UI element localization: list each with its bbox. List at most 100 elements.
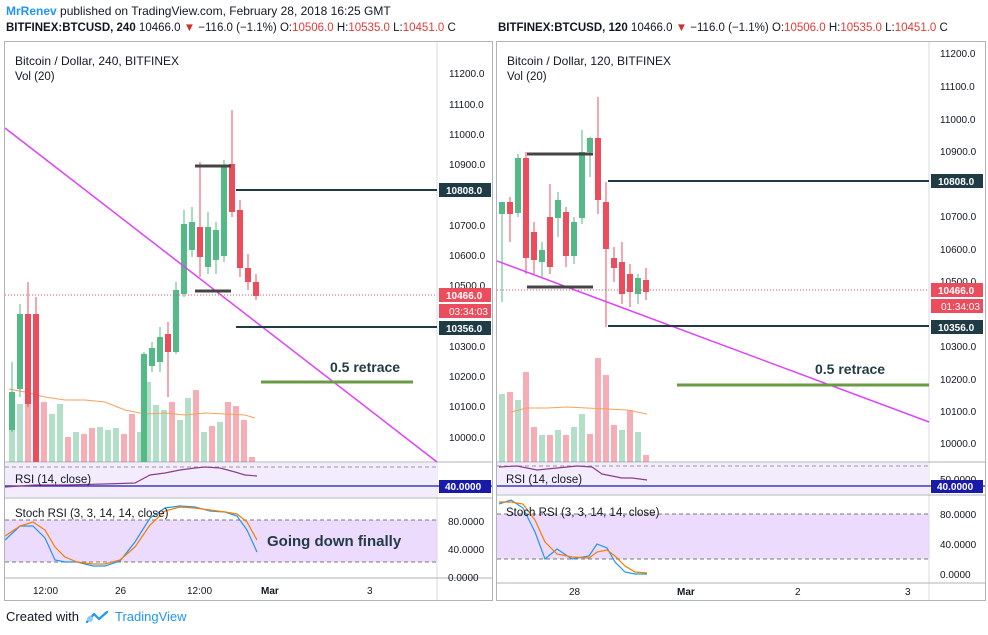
time-tick: 3 bbox=[905, 587, 911, 598]
chart-canvas[interactable]: 0.5 retrace 11200.0 11100.0 11000.0 1090… bbox=[497, 42, 985, 600]
price-label-box bbox=[439, 288, 491, 302]
ticker-last: 10466.0 bbox=[138, 22, 181, 34]
ticker-symbol: BITFINEX:BTCUSD, 240 bbox=[6, 22, 136, 34]
high-label: H: bbox=[828, 22, 841, 34]
price-label-box bbox=[931, 283, 983, 297]
stoch-axis: 80.0000 40.0000 0.0000 bbox=[940, 510, 977, 581]
time-tick: 2 bbox=[795, 587, 801, 598]
stoch-tick: 40.0000 bbox=[940, 540, 977, 551]
price-tick: 10000.0 bbox=[940, 439, 977, 450]
chart-canvas[interactable]: 0.5 retrace 11200.0 11100.0 11000.0 1090… bbox=[5, 42, 492, 600]
stoch-tick: 0.0000 bbox=[448, 573, 479, 584]
price-axis[interactable]: 11200.0 11100.0 11000.0 10900.0 10700.0 … bbox=[940, 49, 977, 450]
time-axis[interactable]: 12:00 26 12:00 Mar 3 bbox=[33, 586, 373, 597]
author-link[interactable]: MrRenev bbox=[6, 4, 57, 18]
countdown-timer: 03:34:03 bbox=[449, 307, 488, 318]
price-label-box bbox=[931, 299, 983, 313]
price-tick: 11200.0 bbox=[940, 49, 976, 60]
rsi-value: 40.0000 bbox=[937, 482, 974, 493]
ticker-change: −116.0 (−1.1%) bbox=[198, 22, 277, 34]
candlesticks bbox=[9, 110, 259, 462]
rsi-value: 40.0000 bbox=[445, 482, 482, 493]
price-label-last: 10466.0 bbox=[446, 291, 483, 302]
price-tick: 10900.0 bbox=[940, 147, 977, 158]
stoch-d-line bbox=[5, 506, 258, 565]
open-value: 10506.0 bbox=[784, 22, 826, 34]
high-value: 10535.0 bbox=[840, 22, 882, 34]
price-label-box bbox=[439, 304, 491, 318]
ticker-line-left: BITFINEX:BTCUSD, 240 10466.0 ▼ −116.0 (−… bbox=[6, 22, 492, 34]
open-label: O: bbox=[279, 22, 293, 34]
low-label: L: bbox=[393, 22, 403, 34]
tradingview-logo-icon bbox=[85, 610, 109, 623]
rsi-value-box bbox=[439, 480, 491, 493]
price-tick: 10300.0 bbox=[940, 342, 977, 353]
close-label: C bbox=[447, 22, 456, 34]
time-tick: Mar bbox=[677, 587, 695, 598]
rsi-band bbox=[497, 463, 929, 494]
published-text: published on TradingView.com, February 2… bbox=[60, 4, 391, 18]
countdown-timer: 01:34:03 bbox=[941, 302, 980, 313]
price-label-support: 10356.0 bbox=[446, 324, 483, 335]
publish-info: MrRenev published on TradingView.com, Fe… bbox=[6, 4, 391, 18]
chart-title: Bitcoin / Dollar, 120, BITFINEX bbox=[507, 54, 672, 68]
stoch-axis: 80.0000 40.0000 0.0000 bbox=[448, 517, 485, 584]
volume-legend: Vol (20) bbox=[15, 71, 55, 83]
price-tick: 10600.0 bbox=[449, 251, 486, 262]
annotation-retrace: 0.5 retrace bbox=[330, 359, 400, 375]
stoch-tick: 80.0000 bbox=[448, 517, 485, 528]
price-label-box bbox=[931, 174, 983, 188]
price-tick: 10500.0 bbox=[449, 281, 486, 292]
rsi-value-box bbox=[931, 480, 983, 493]
price-label-resistance: 10808.0 bbox=[938, 177, 975, 188]
price-tick: 10300.0 bbox=[449, 342, 486, 353]
price-label-box bbox=[931, 320, 983, 334]
volume-legend: Vol (20) bbox=[507, 71, 547, 83]
price-label-box bbox=[439, 183, 491, 197]
stoch-band bbox=[497, 514, 929, 559]
volume-ma-line bbox=[8, 388, 256, 419]
created-with-text: Created with bbox=[6, 609, 79, 624]
rsi-label: RSI (14, close) bbox=[15, 474, 91, 486]
stoch-d-line bbox=[499, 501, 648, 574]
open-value: 10506.0 bbox=[292, 22, 334, 34]
price-label-support: 10356.0 bbox=[938, 323, 975, 334]
stoch-tick: 0.0000 bbox=[940, 570, 971, 581]
time-tick: 28 bbox=[569, 587, 581, 598]
chart-title: Bitcoin / Dollar, 240, BITFINEX bbox=[15, 54, 180, 68]
volume-bars bbox=[9, 382, 255, 462]
stoch-tick: 80.0000 bbox=[940, 510, 977, 521]
tradingview-link[interactable]: TradingView bbox=[114, 609, 187, 624]
open-label: O: bbox=[771, 22, 785, 34]
price-tick: 11000.0 bbox=[449, 130, 485, 141]
price-tick: 10000.0 bbox=[449, 433, 486, 444]
price-axis[interactable]: 11200.0 11100.0 11000.0 10900.0 10700.0 … bbox=[449, 69, 486, 444]
price-tick: 10100.0 bbox=[940, 407, 977, 418]
ticker-line-right: BITFINEX:BTCUSD, 120 10466.0 ▼ −116.0 (−… bbox=[498, 22, 986, 34]
low-value: 10451.0 bbox=[894, 22, 937, 34]
price-tick: 10700.0 bbox=[940, 212, 977, 223]
price-tick: 10100.0 bbox=[449, 402, 486, 413]
ticker-symbol: BITFINEX:BTCUSD, 120 bbox=[498, 22, 628, 34]
chart-panel-240[interactable]: 0.5 retrace 11200.0 11100.0 11000.0 1090… bbox=[4, 41, 493, 601]
price-tick: 11000.0 bbox=[940, 115, 976, 126]
chart-panel-120[interactable]: 0.5 retrace 11200.0 11100.0 11000.0 1090… bbox=[496, 41, 986, 601]
time-tick: Mar bbox=[261, 586, 279, 597]
time-axis[interactable]: 28 Mar 2 3 bbox=[569, 587, 911, 598]
price-tick: 10200.0 bbox=[940, 375, 977, 386]
down-triangle-icon: ▼ bbox=[183, 22, 196, 34]
down-triangle-icon: ▼ bbox=[675, 22, 688, 34]
low-label: L: bbox=[885, 22, 895, 34]
stoch-rsi-label: Stoch RSI (3, 3, 14, 14, close) bbox=[15, 508, 169, 520]
price-label-last: 10466.0 bbox=[938, 286, 975, 297]
stoch-tick: 40.0000 bbox=[448, 545, 485, 556]
trend-line[interactable] bbox=[497, 260, 930, 423]
high-label: H: bbox=[336, 22, 349, 34]
price-tick: 10200.0 bbox=[449, 372, 486, 383]
annotation-retrace: 0.5 retrace bbox=[815, 361, 885, 377]
price-tick: 11200.0 bbox=[449, 69, 485, 80]
price-label-resistance: 10808.0 bbox=[446, 186, 483, 197]
time-tick: 12:00 bbox=[33, 586, 58, 597]
high-value: 10535.0 bbox=[348, 22, 390, 34]
price-tick: 10700.0 bbox=[449, 221, 486, 232]
